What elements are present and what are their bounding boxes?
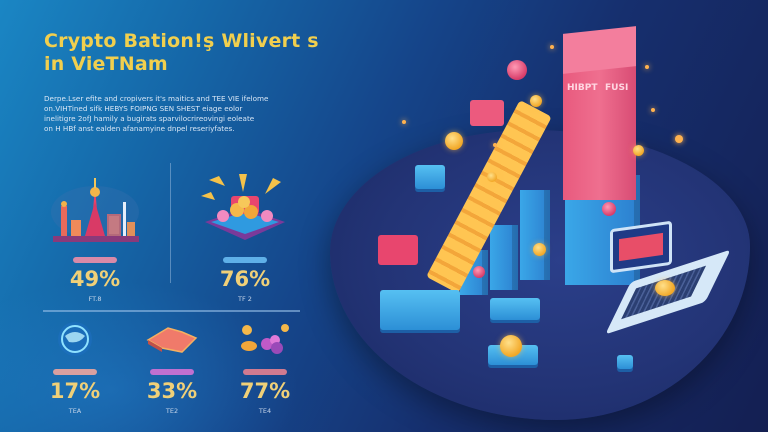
- gold-coin-icon: [530, 95, 542, 107]
- gold-coin-icon: [487, 172, 497, 182]
- pink-coin-icon: [507, 60, 527, 80]
- crypto-growth-illustration: HIBPT FUSI: [320, 0, 768, 432]
- gold-coin-icon: [633, 145, 644, 156]
- stat-value: 76%: [219, 267, 271, 291]
- stat-label-pill: [150, 369, 194, 375]
- pink-cube: [470, 100, 504, 126]
- stat-label-pill: [243, 369, 287, 375]
- sparkle: [550, 45, 554, 49]
- glowing-globe-icon: [45, 318, 105, 360]
- stat-caption: TEA: [68, 407, 82, 415]
- stat-caption: TE4: [258, 407, 272, 415]
- gold-coin-icon: [445, 132, 463, 150]
- pink-coin-icon: [473, 266, 485, 278]
- stat-caption: FT.8: [88, 295, 102, 303]
- pink-tower-cap: [563, 26, 636, 74]
- title-line-1: Crypto Bation!ş Wlivert s: [44, 30, 319, 52]
- blue-bar: [520, 190, 550, 280]
- stat-card-3: 17% TEA: [20, 318, 130, 415]
- stat-card-4: 33% TE2: [117, 318, 227, 415]
- blue-pedestal: [490, 298, 540, 320]
- background-glow: [0, 280, 300, 432]
- blue-base-block: [380, 290, 460, 330]
- pink-tower: HIBPT FUSI: [563, 55, 636, 200]
- column-divider: [170, 163, 171, 283]
- stat-value: 49%: [69, 267, 121, 291]
- tower-label-right: FUSI: [605, 83, 629, 93]
- sparkle: [675, 135, 683, 143]
- stat-caption: TE2: [165, 407, 179, 415]
- stat-caption: TF 2: [238, 295, 252, 303]
- section-divider: [43, 310, 300, 312]
- stat-value: 17%: [49, 379, 101, 403]
- title-line-2: in VieTNam: [44, 53, 168, 75]
- sparkle: [651, 108, 655, 112]
- intro-line: on H HBf anst ealden afanamyine dnpel re…: [44, 124, 235, 133]
- stat-value: 33%: [146, 379, 198, 403]
- coins-flowers-icon: [235, 318, 295, 360]
- city-skyline-icon: [45, 172, 145, 248]
- intro-paragraph: Derpe.Lser efite and cropivers it's mait…: [44, 94, 334, 134]
- blue-bar: [490, 225, 518, 290]
- gift-coins-icon: [195, 172, 295, 248]
- stat-card-5: 77% TE4: [210, 318, 320, 415]
- sparkle: [493, 143, 497, 147]
- gold-coin-icon: [533, 243, 546, 256]
- stat-label-pill: [53, 369, 97, 375]
- laptop-screen: [610, 220, 672, 274]
- stat-label-pill: [223, 257, 267, 263]
- stat-label-pill: [73, 257, 117, 263]
- intro-line: on.VIHTined sifk HEBYS FOIPNG SEN SHEST …: [44, 104, 243, 113]
- intro-line: inelitigre 2ofJ hamily a bugirats sparvi…: [44, 114, 255, 123]
- stat-card-2: 76% TF 2: [190, 172, 300, 303]
- gold-coin-icon: [655, 280, 675, 296]
- sparkle: [645, 65, 649, 69]
- pink-gift-box: [378, 235, 418, 265]
- stat-card-1: 49% FT.8: [40, 172, 150, 303]
- page-title: Crypto Bation!ş Wlivert s in VieTNam: [44, 30, 344, 76]
- blue-cube: [415, 165, 445, 189]
- pink-coin-icon: [602, 202, 616, 216]
- blue-cube: [617, 355, 633, 369]
- map-tile-icon: [142, 318, 202, 360]
- intro-line: Derpe.Lser efite and cropivers it's mait…: [44, 94, 269, 103]
- sparkle: [402, 120, 406, 124]
- stat-value: 77%: [239, 379, 291, 403]
- tower-label-left: HIBPT: [567, 83, 598, 93]
- gold-coin-icon: [500, 335, 522, 357]
